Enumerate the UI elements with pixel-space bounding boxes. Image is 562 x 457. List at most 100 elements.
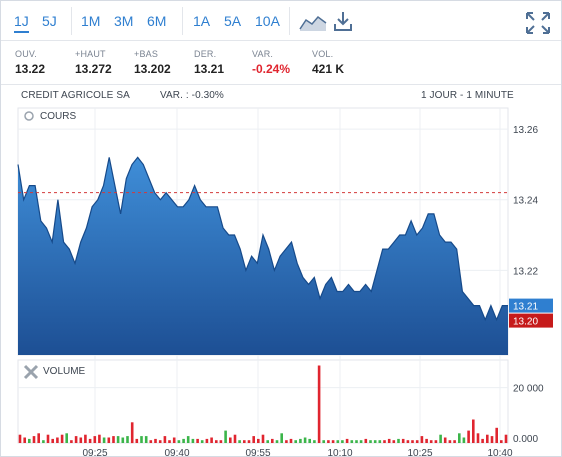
volume-bar (84, 434, 87, 443)
volume-bar (350, 440, 354, 443)
volume-bar (42, 440, 45, 443)
x-tick-label: 09:55 (245, 448, 270, 457)
volume-bar (500, 440, 503, 443)
download-icon[interactable] (332, 10, 354, 32)
volume-bar (401, 438, 405, 443)
volume-bar (271, 438, 274, 443)
volume-y-tick-label: 0.000 (513, 434, 538, 445)
volume-bar (210, 437, 213, 443)
period-5j-button[interactable]: 5J (42, 13, 57, 29)
volume-bar (439, 434, 442, 443)
volume-bar (359, 440, 363, 443)
volume-bar (65, 433, 68, 443)
volume-bar (378, 440, 382, 443)
volume-bar (495, 427, 498, 443)
volume-bar (275, 440, 279, 443)
volume-bar (102, 437, 106, 443)
volume-bar (60, 434, 64, 443)
stat-label: +HAUT (75, 49, 106, 59)
volume-bar (79, 437, 83, 443)
volume-bar (51, 438, 54, 443)
toolbar: 1J 5J 1M 3M 6M 1A 5A 10A (1, 1, 561, 41)
volume-bar (107, 437, 111, 443)
volume-bar (294, 440, 297, 443)
x-tick-label: 09:40 (164, 448, 189, 457)
stat-label: VAR. (252, 49, 274, 59)
session-variation: VAR. : -0.30% (160, 90, 224, 101)
stat-last: DER. 13.21 (194, 49, 224, 76)
volume-bar (261, 434, 265, 443)
volume-bar (490, 436, 494, 443)
settings-gear-icon[interactable] (24, 111, 34, 121)
y-tick-label: 13.22 (513, 266, 538, 277)
volume-bar (257, 438, 260, 443)
volume-bar (462, 437, 466, 443)
volume-y-tick-label: 20 000 (513, 384, 544, 395)
stat-high: +HAUT 13.272 (75, 49, 112, 76)
period-5a-button[interactable]: 5A (224, 13, 242, 29)
period-1a-button[interactable]: 1A (193, 13, 211, 29)
volume-bar (219, 440, 223, 443)
volume-bar (200, 440, 204, 443)
volume-bar (37, 433, 40, 443)
volume-bar (46, 434, 50, 443)
stat-value: 13.22 (15, 62, 46, 76)
toolbar-divider (289, 7, 290, 35)
stat-low: +BAS 13.202 (134, 49, 171, 76)
volume-bar (397, 438, 400, 443)
y-tick-label: 13.26 (513, 125, 538, 136)
volume-bar (420, 436, 424, 443)
period-10a-button[interactable]: 10A (255, 13, 280, 29)
cours-panel-header: COURS (24, 111, 76, 122)
volume-bar (369, 440, 372, 443)
volume-bar (383, 440, 386, 443)
last-price-badge (509, 298, 553, 313)
volume-bar (168, 440, 171, 443)
volume-bar (443, 437, 447, 443)
stat-label: OUV. (15, 49, 37, 59)
volume-bar (158, 440, 162, 443)
volume-bar (313, 440, 316, 443)
volume-bar (186, 436, 190, 443)
period-1m-button[interactable]: 1M (81, 13, 101, 29)
x-tick-label: 10:40 (487, 448, 512, 457)
chart-type-icon[interactable] (299, 12, 327, 32)
y-tick-label: 13.24 (513, 196, 538, 207)
volume-bar (229, 437, 232, 443)
period-3m-button[interactable]: 3M (114, 13, 134, 29)
volume-bar (303, 437, 307, 443)
volume-bar (144, 436, 148, 443)
volume-bar (205, 438, 209, 443)
volume-bar (373, 440, 377, 443)
fullscreen-icon[interactable] (524, 10, 552, 36)
volume-bar (18, 434, 22, 443)
volume-panel-header: VOLUME (23, 364, 86, 380)
x-tick-label: 09:25 (82, 448, 107, 457)
volume-bar (486, 434, 489, 443)
volume-bar (425, 438, 428, 443)
volume-bar (247, 440, 251, 443)
volume-bar (476, 433, 480, 443)
close-volume-icon[interactable] (23, 364, 39, 380)
period-6m-button[interactable]: 6M (147, 13, 167, 29)
volume-bar (266, 440, 269, 443)
volume-bar (116, 436, 120, 443)
volume-bar (481, 438, 484, 443)
volume-bar (406, 440, 410, 443)
volume-bar (434, 440, 438, 443)
volume-bar (243, 440, 246, 443)
volume-bar (453, 440, 456, 443)
x-tick-label: 10:10 (327, 448, 352, 457)
volume-bar (163, 436, 167, 443)
volume-bar (98, 434, 101, 443)
period-1j-button[interactable]: 1J (14, 13, 29, 33)
volume-bar (121, 437, 125, 443)
volume-bar (252, 436, 255, 443)
stat-label: DER. (194, 49, 217, 59)
volume-bar (472, 419, 475, 443)
volume-bar (327, 440, 330, 443)
volume-bar (70, 440, 73, 443)
volume-bar (411, 440, 414, 443)
volume-bar (415, 440, 419, 443)
